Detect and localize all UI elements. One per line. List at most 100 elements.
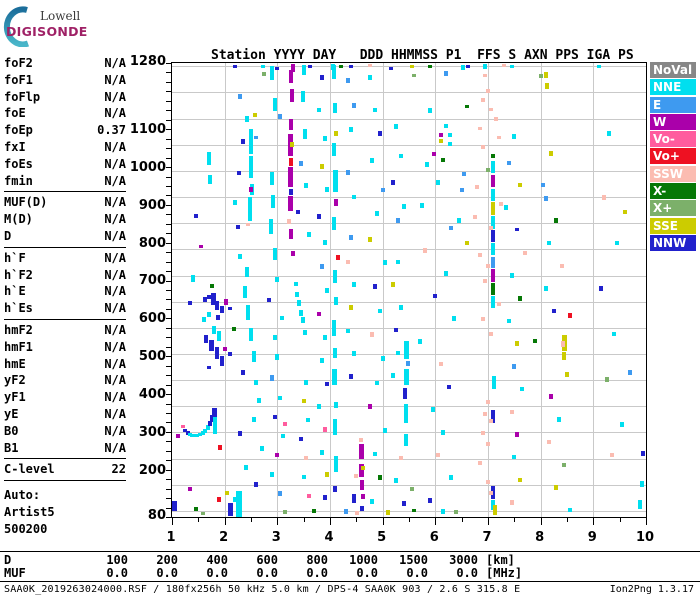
param-value: N/A: [104, 423, 126, 438]
data-run: [195, 433, 200, 437]
y-axis-label: 80: [147, 508, 166, 523]
data-run: [218, 445, 223, 450]
gridline-horizontal: [172, 327, 646, 329]
data-run: [428, 498, 433, 503]
data-run: [288, 196, 293, 212]
y-axis-tick: [166, 375, 171, 377]
data-run: [270, 171, 275, 185]
y-axis-tick: [166, 119, 171, 121]
data-run: [462, 171, 467, 177]
gridline-horizontal: [172, 92, 646, 94]
divider-line-bottom: [0, 581, 700, 582]
data-run: [517, 182, 522, 188]
data-run: [191, 274, 196, 283]
y-axis-label: 1100: [129, 122, 166, 138]
param-value: N/A: [104, 212, 126, 227]
data-run: [333, 418, 338, 435]
y-axis-tick: [166, 431, 171, 433]
data-run: [223, 299, 228, 306]
data-run: [334, 296, 339, 306]
data-run: [243, 464, 248, 470]
data-run: [256, 397, 261, 404]
data-run: [454, 510, 459, 514]
data-run: [187, 433, 192, 436]
param-label: M(D): [4, 212, 33, 227]
param-row: h`Es N/A: [4, 300, 126, 317]
legend-item-vo+: Vo+: [650, 148, 696, 165]
data-run: [227, 306, 232, 310]
divider-line-top: [0, 551, 700, 552]
data-run: [197, 432, 202, 436]
data-run: [491, 230, 496, 242]
data-run: [351, 194, 356, 200]
x-axis-tick: [356, 518, 358, 522]
data-run: [543, 196, 548, 202]
data-run: [214, 301, 219, 310]
muf-value: 0.0: [256, 566, 278, 580]
data-run: [412, 508, 417, 513]
data-run: [204, 335, 209, 343]
data-run: [480, 145, 485, 150]
data-run: [486, 442, 490, 446]
data-run: [432, 151, 437, 156]
data-run: [441, 509, 446, 514]
separator: [4, 318, 126, 320]
data-run: [312, 509, 317, 514]
data-run: [359, 506, 364, 512]
data-run: [446, 384, 451, 390]
legend-item-w: W: [650, 113, 696, 130]
param-row: foEs N/A: [4, 156, 126, 173]
gridline-horizontal: [172, 144, 646, 146]
y-axis-tick: [166, 412, 171, 414]
data-run: [483, 279, 488, 284]
data-run: [325, 472, 330, 478]
data-run: [346, 169, 351, 175]
data-run: [491, 283, 496, 295]
muf-value: 0.0: [406, 566, 428, 580]
data-run: [509, 273, 514, 278]
data-run: [514, 341, 519, 346]
y-axis-tick: [166, 356, 171, 358]
data-run: [220, 305, 225, 314]
data-run: [465, 64, 470, 68]
data-run: [641, 451, 646, 457]
param-value: N/A: [104, 72, 126, 87]
data-run: [334, 199, 339, 206]
data-run: [260, 64, 265, 68]
data-run: [522, 250, 527, 256]
y-axis-tick: [166, 384, 171, 386]
legend-item-e: E: [650, 96, 696, 113]
y-axis-tick: [166, 365, 171, 367]
y-axis-label: 600: [138, 311, 166, 327]
data-run: [277, 491, 282, 497]
x-axis-label: 9: [587, 530, 597, 545]
data-run: [464, 240, 469, 246]
legend-item-noval: NoVal: [650, 62, 696, 78]
data-run: [333, 102, 338, 113]
data-run: [209, 339, 214, 351]
data-run: [259, 445, 264, 451]
x-axis-label: 10: [635, 530, 655, 545]
data-run: [549, 150, 554, 156]
data-run: [554, 218, 559, 223]
data-run: [404, 433, 409, 446]
data-run: [488, 226, 493, 231]
data-run: [544, 83, 549, 89]
data-run: [372, 284, 377, 290]
x-axis-label: 2: [219, 530, 229, 545]
data-run: [499, 202, 504, 206]
data-run: [607, 131, 612, 136]
data-run: [443, 123, 448, 129]
digisonde-logo: Lowell DIGISONDE: [3, 6, 87, 47]
data-run: [449, 225, 454, 231]
gridline-horizontal: [172, 249, 646, 251]
data-run: [615, 240, 620, 246]
param-value: N/A: [104, 406, 126, 421]
parameter-panel: foF2 N/A foF1 N/A foFlp N/A foE N/A foEp 0.37 fxI N…: [4, 55, 126, 538]
data-run: [320, 75, 325, 80]
data-run: [447, 132, 452, 137]
x-axis-tick: [488, 518, 489, 525]
data-run: [322, 135, 327, 141]
param-value: N/A: [104, 339, 126, 354]
y-axis-label: 300: [138, 424, 166, 440]
